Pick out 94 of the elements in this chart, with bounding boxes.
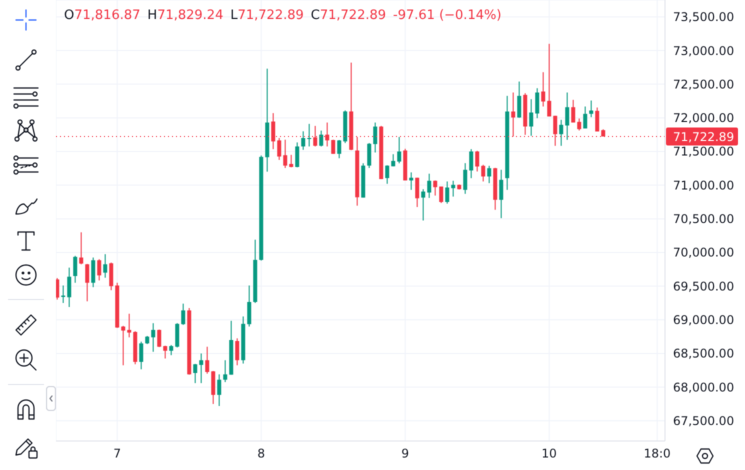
candlestick [277,138,282,160]
candlestick [499,169,504,219]
candlestick [475,150,480,172]
x-tick-label: 18:0 [644,446,671,461]
x-tick-label: 10 [542,446,557,461]
candlestick [319,130,324,147]
candlestick [163,345,168,360]
candlestick [487,165,492,184]
candlestick [295,142,300,168]
candlestick [61,284,66,304]
candlestick [223,360,228,383]
candlestick [415,177,420,208]
y-tick-label: 70,500.00 [673,212,734,226]
candlestick [79,232,84,265]
candlestick [535,88,540,119]
candlestick [463,162,468,194]
candlestick [91,257,96,288]
candlestick [409,172,414,190]
candlestick [205,346,210,374]
candlestick [433,180,438,196]
candlestick [469,148,474,179]
candlestick [571,99,576,124]
y-tick-label: 73,500.00 [673,10,734,24]
candlestick [373,122,378,153]
candlestick [157,329,162,348]
candlestick [337,140,342,159]
annotation: C [310,8,320,23]
candlestick [547,43,552,117]
x-tick-label: 9 [401,446,410,461]
candlestick [427,173,432,198]
annotation: -97.61 (−0.14%) [393,8,502,23]
y-tick-label: 73,000.00 [673,44,734,58]
candlestick [211,370,216,404]
candlestick [85,263,90,302]
candlestick [565,92,570,140]
candlestick [595,107,600,132]
candlestick [397,136,402,164]
candlestick [247,284,252,328]
y-tick-label: 70,000.00 [673,246,734,260]
candlestick [445,180,450,204]
annotation: O [64,8,74,23]
y-tick-label: 68,000.00 [673,380,734,394]
candlestick [385,164,390,184]
candlestick [56,278,60,300]
candlestick [577,118,582,131]
candlestick [529,98,534,136]
x-tick-label: 7 [113,446,122,461]
candlestick [235,338,240,366]
candlestick [283,139,288,168]
candlestick [307,123,312,147]
candlestick [121,325,126,366]
y-tick-label: 69,000.00 [673,313,734,328]
y-tick-label: 68,500.00 [673,346,734,361]
candlestick [139,341,144,370]
candlestick [367,142,372,168]
candlestick [169,344,174,356]
annotation: 71,816.87 [74,8,140,23]
ref-line-label: 71,722.89 [673,130,734,144]
candlestick [439,186,444,204]
candlestick [583,106,588,129]
y-tick-label: 72,000.00 [673,111,734,126]
candlestick [181,303,186,326]
annotation: L [230,8,238,23]
candlestick [199,352,204,384]
y-tick-label: 71,500.00 [673,144,734,159]
candlestick [517,81,522,118]
candlestick [97,258,102,281]
annotation: 71,722.89 [320,8,386,23]
candlestick [421,188,426,221]
candlestick [589,100,594,118]
y-tick-label: 72,500.00 [673,77,734,92]
candlestick [481,164,486,182]
candlestick [151,322,156,352]
candlestick [67,267,72,308]
candlestick [301,130,306,150]
candlestick [541,72,546,108]
candlestick [193,363,198,384]
annotation: 71,722.89 [238,8,304,23]
candlestick [289,154,294,168]
candlestick [391,154,396,167]
candlestick [175,322,180,348]
candlestick [559,119,564,146]
candlestick [127,313,132,338]
candlestick [331,139,336,154]
candlestick [73,255,78,284]
y-tick-label: 67,500.00 [673,414,734,428]
candlestick [217,374,222,406]
annotation: H [147,8,158,23]
x-tick-label: 8 [257,446,266,461]
candlestick [103,254,108,278]
candlestick [109,262,114,291]
annotation: 71,829.24 [157,8,224,23]
y-tick-label: 69,500.00 [673,279,734,294]
y-tick-label: 71,000.00 [673,178,734,192]
